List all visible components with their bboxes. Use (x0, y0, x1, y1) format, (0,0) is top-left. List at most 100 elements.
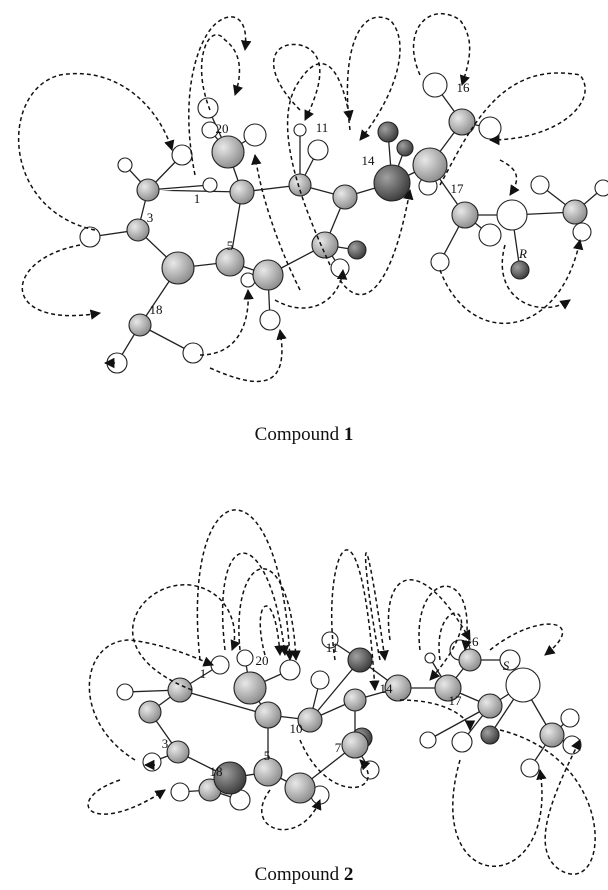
atom (378, 122, 398, 142)
noe-arrow (500, 730, 595, 874)
hydrogen-atom (521, 759, 539, 777)
noe-arrow (200, 290, 248, 355)
atom (459, 649, 481, 671)
atom (348, 241, 366, 259)
noe-arrow (88, 780, 165, 814)
figure: 320111141617518R 120111014161735718S Com… (0, 0, 608, 890)
hydrogen-atom (573, 223, 591, 241)
atom-label: 11 (326, 640, 339, 655)
hydrogen-atom (117, 684, 133, 700)
atom-label: 17 (449, 693, 463, 708)
hydrogen-atom (237, 650, 253, 666)
atom (481, 726, 499, 744)
atom-label: 1 (194, 191, 201, 206)
hydrogen-atom (203, 178, 217, 192)
molecule-2: 1 20 11 10 14 16 17 3 5 7 18 S (88, 510, 595, 874)
atom-label: 18 (150, 302, 163, 317)
atom-label: 20 (256, 653, 269, 668)
hydrogen-atom (107, 353, 127, 373)
atom-label: R (518, 246, 527, 261)
atom-label: S (503, 658, 510, 673)
atom (478, 694, 502, 718)
hydrogen-atom (80, 227, 100, 247)
hydrogen-atom (118, 158, 132, 172)
hydrogen-atom (479, 117, 501, 139)
hydrogen-atom (244, 124, 266, 146)
atom-label: 10 (290, 721, 303, 736)
hydrogen-atom (172, 145, 192, 165)
atom (452, 202, 478, 228)
atom-label: 18 (210, 764, 223, 779)
noe-arrow (388, 580, 470, 640)
hydrogen-atom (595, 180, 608, 196)
noe-arrow (275, 270, 343, 308)
atom (285, 773, 315, 803)
hydrogen-atom (198, 98, 218, 118)
atom (253, 260, 283, 290)
atom-label: 5 (227, 238, 234, 253)
atom (167, 741, 189, 763)
noe-arrow (440, 240, 580, 323)
atom (449, 109, 475, 135)
atom-label: 17 (451, 181, 465, 196)
noe-arrow (223, 553, 285, 655)
atom (139, 701, 161, 723)
hydrogen-atom (531, 176, 549, 194)
atom-label: 5 (264, 748, 271, 763)
atom-label: 14 (380, 681, 394, 696)
noe-arrow (89, 640, 213, 760)
caption: Compound 2 (255, 864, 354, 885)
atom (212, 136, 244, 168)
hydrogen-atom (497, 200, 527, 230)
noe-arrow (22, 245, 100, 316)
atom-label: 3 (162, 736, 169, 751)
atom (413, 148, 447, 182)
atom (540, 723, 564, 747)
hydrogen-atom (294, 124, 306, 136)
hydrogen-atom (425, 653, 435, 663)
atom-label: 16 (466, 634, 480, 649)
hydrogen-atom (280, 660, 300, 680)
hydrogen-atom (143, 753, 161, 771)
noe-arrow (197, 510, 290, 660)
atom-label: 11 (316, 120, 329, 135)
atom (397, 140, 413, 156)
atom-label: 20 (216, 121, 229, 136)
atom (333, 185, 357, 209)
hydrogen-atom (308, 140, 328, 160)
hydrogen-atom (211, 656, 229, 674)
noe-arrow (347, 17, 400, 140)
noe-arrow (260, 606, 280, 655)
atom (511, 261, 529, 279)
atom-label: 1 (200, 666, 207, 681)
noe-arrow (502, 245, 570, 308)
atom (255, 702, 281, 728)
atom (234, 672, 266, 704)
atom (168, 678, 192, 702)
atom-label: 14 (362, 153, 376, 168)
noe-arrow (274, 44, 320, 120)
atom-label: 7 (335, 740, 342, 755)
atom (127, 219, 149, 241)
atom (344, 689, 366, 711)
hydrogen-atom (361, 761, 379, 779)
atom (348, 648, 372, 672)
noe-arrow (490, 624, 563, 655)
atom (312, 232, 338, 258)
hydrogen-atom (311, 671, 329, 689)
noe-arrow (210, 330, 282, 381)
hydrogen-atom (183, 343, 203, 363)
atom (137, 179, 159, 201)
noe-arrow (19, 74, 172, 230)
atom (230, 180, 254, 204)
hydrogen-atom (506, 668, 540, 702)
atom (129, 314, 151, 336)
hydrogen-atom (452, 732, 472, 752)
caption: Compound 1 (255, 424, 354, 445)
atom-label: 16 (457, 80, 471, 95)
atom (563, 200, 587, 224)
noe-arrow (366, 553, 385, 660)
noe-arrow (500, 160, 517, 195)
hydrogen-atom (423, 73, 447, 97)
